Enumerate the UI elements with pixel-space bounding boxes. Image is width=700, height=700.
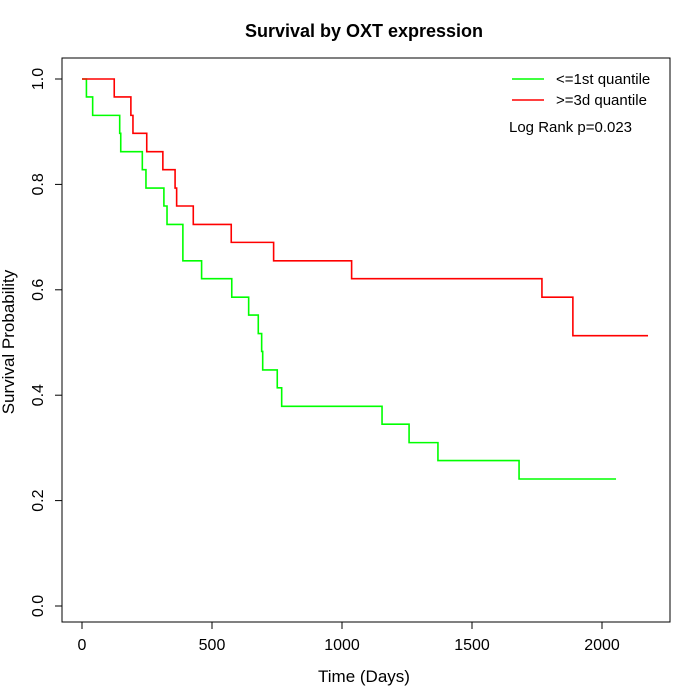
log-rank-annotation: Log Rank p=0.023 (509, 119, 632, 136)
y-tick-label: 0.4 (30, 384, 47, 406)
x-tick-label: 0 (78, 637, 87, 654)
y-tick-label: 0.6 (30, 279, 47, 301)
x-axis-label: Time (Days) (318, 667, 410, 686)
series-high-quantile-line (82, 78, 649, 337)
legend: <=1st quantile >=3d quantile (512, 71, 650, 109)
x-tick-label: 2000 (584, 637, 620, 654)
x-tick-label: 1500 (454, 637, 490, 654)
y-tick-label: 0.8 (30, 173, 47, 195)
plot-box (61, 57, 671, 623)
x-tick-label: 1000 (324, 637, 360, 654)
chart-title: Survival by OXT expression (245, 21, 483, 41)
y-tick-label: 0.0 (30, 595, 47, 617)
y-tick-label: 0.2 (30, 489, 47, 511)
legend-label-low: <=1st quantile (556, 71, 650, 88)
series-low-quantile-line (82, 78, 617, 480)
legend-label-high: >=3d quantile (556, 92, 647, 109)
x-tick-label: 500 (199, 637, 226, 654)
y-tick-label: 1.0 (30, 68, 47, 90)
y-axis-label: Survival Probability (0, 269, 18, 414)
